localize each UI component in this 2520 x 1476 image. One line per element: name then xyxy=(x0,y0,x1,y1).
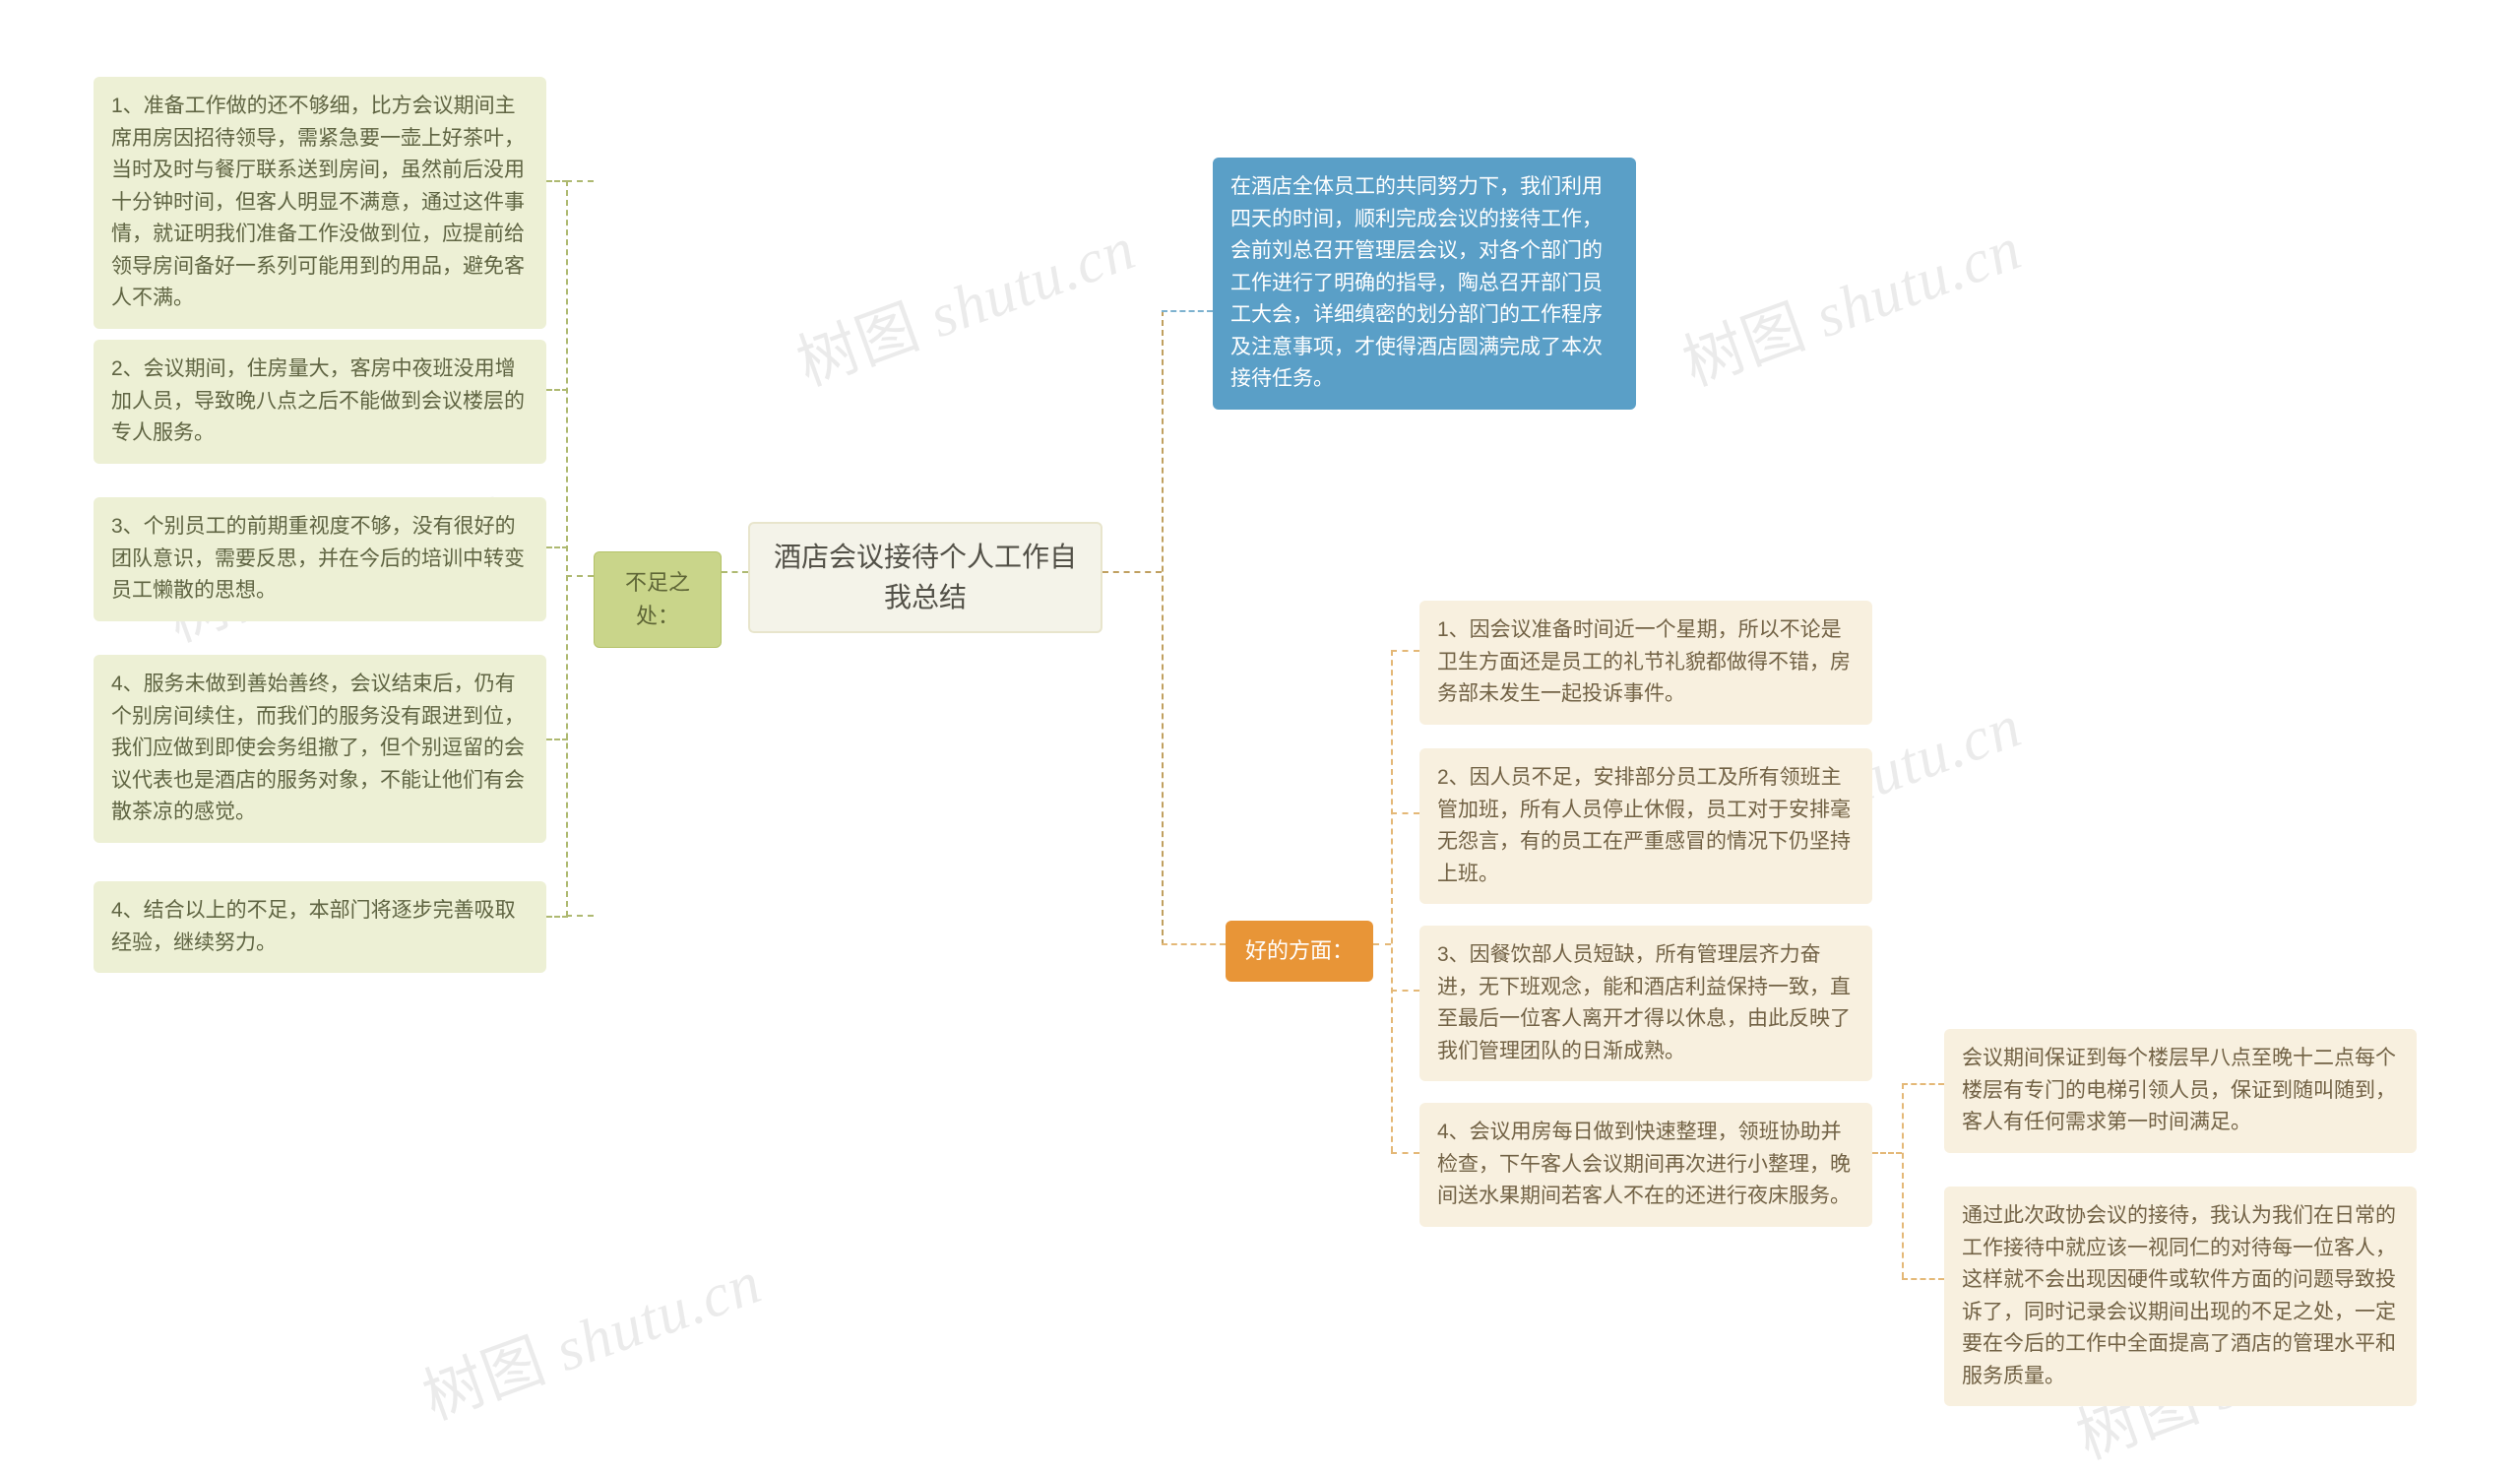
right-item-3-text: 3、因餐饮部人员短缺，所有管理层齐力奋进，无下班观念，能和酒店利益保持一致，直至… xyxy=(1437,943,1851,1062)
left-item-2: 2、会议期间，住房量大，客房中夜班没用增加人员，导致晚八点之后不能做到会议楼层的… xyxy=(94,340,546,464)
right-item-4-text: 4、会议用房每日做到快速整理，领班协助并检查，下午客人会议期间再次进行小整理，晚… xyxy=(1437,1121,1851,1207)
left-cat-label: 不足之处： xyxy=(625,570,690,628)
left-item-2-text: 2、会议期间，住房量大，客房中夜班没用增加人员，导致晚八点之后不能做到会议楼层的… xyxy=(111,357,525,444)
connector xyxy=(566,575,594,577)
connector xyxy=(1902,1083,1904,1278)
connector xyxy=(1391,1152,1419,1154)
connector xyxy=(546,738,568,740)
watermark: 树图 shutu.cn xyxy=(783,198,1145,402)
intro-node: 在酒店全体员工的共同努力下，我们利用四天的时间，顺利完成会议的接待工作，会前刘总… xyxy=(1213,158,1636,410)
right-sub-2: 通过此次政协会议的接待，我认为我们在日常的工作接待中就应该一视同仁的对待每一位客… xyxy=(1944,1187,2417,1406)
center-node: 酒店会议接待个人工作自 我总结 xyxy=(748,522,1102,633)
left-item-1: 1、准备工作做的还不够细，比方会议期间主席用房因招待领导，需紧急要一壶上好茶叶，… xyxy=(94,77,546,329)
left-item-5: 4、结合以上的不足，本部门将逐步完善吸取经验，继续努力。 xyxy=(94,881,546,973)
right-item-1-text: 1、因会议准备时间近一个星期，所以不论是卫生方面还是员工的礼节礼貌都做得不错，房… xyxy=(1437,618,1851,705)
right-sub-1: 会议期间保证到每个楼层早八点至晚十二点每个楼层有专门的电梯引领人员，保证到随叫随… xyxy=(1944,1029,2417,1153)
connector xyxy=(1391,990,1419,992)
connector xyxy=(1162,310,1164,945)
left-item-4: 4、服务未做到善始善终，会议结束后，仍有个别房间续住，而我们的服务没有跟进到位，… xyxy=(94,655,546,843)
left-item-5-text: 4、结合以上的不足，本部门将逐步完善吸取经验，继续努力。 xyxy=(111,899,516,954)
connector xyxy=(546,546,568,548)
watermark: 树图 shutu.cn xyxy=(409,1232,771,1436)
left-item-3-text: 3、个别员工的前期重视度不够，没有很好的团队意识，需要反思，并在今后的培训中转变… xyxy=(111,515,525,602)
connector xyxy=(1391,650,1419,652)
center-title-1: 酒店会议接待个人工作自 xyxy=(774,542,1077,572)
connector xyxy=(722,571,748,573)
right-item-3: 3、因餐饮部人员短缺，所有管理层齐力奋进，无下班观念，能和酒店利益保持一致，直至… xyxy=(1419,926,1872,1081)
left-item-4-text: 4、服务未做到善始善终，会议结束后，仍有个别房间续住，而我们的服务没有跟进到位，… xyxy=(111,673,525,823)
connector xyxy=(1902,1083,1944,1085)
connector xyxy=(1102,571,1162,573)
connector xyxy=(1872,1152,1902,1154)
connector xyxy=(546,389,568,391)
connector xyxy=(1162,943,1226,945)
connector xyxy=(1162,310,1213,312)
connector xyxy=(546,916,568,918)
left-item-1-text: 1、准备工作做的还不够细，比方会议期间主席用房因招待领导，需紧急要一壶上好茶叶，… xyxy=(111,95,525,309)
watermark: 树图 shutu.cn xyxy=(1669,198,2031,402)
left-category: 不足之处： xyxy=(594,551,722,648)
connector xyxy=(1902,1278,1944,1280)
left-item-3: 3、个别员工的前期重视度不够，没有很好的团队意识，需要反思，并在今后的培训中转变… xyxy=(94,497,546,621)
right-item-4: 4、会议用房每日做到快速整理，领班协助并检查，下午客人会议期间再次进行小整理，晚… xyxy=(1419,1103,1872,1227)
center-title-2: 我总结 xyxy=(884,582,967,612)
intro-text: 在酒店全体员工的共同努力下，我们利用四天的时间，顺利完成会议的接待工作，会前刘总… xyxy=(1230,175,1603,390)
right-category: 好的方面： xyxy=(1226,921,1373,982)
connector xyxy=(1391,650,1393,1152)
right-item-2-text: 2、因人员不足，安排部分员工及所有领班主管加班，所有人员停止休假，员工对于安排毫… xyxy=(1437,766,1851,885)
connector xyxy=(1373,943,1391,945)
right-item-2: 2、因人员不足，安排部分员工及所有领班主管加班，所有人员停止休假，员工对于安排毫… xyxy=(1419,748,1872,904)
connector xyxy=(1391,812,1419,814)
connector xyxy=(546,180,568,182)
right-cat-label: 好的方面： xyxy=(1245,938,1354,963)
right-sub-1-text: 会议期间保证到每个楼层早八点至晚十二点每个楼层有专门的电梯引领人员，保证到随叫随… xyxy=(1962,1047,2396,1133)
right-item-1: 1、因会议准备时间近一个星期，所以不论是卫生方面还是员工的礼节礼貌都做得不错，房… xyxy=(1419,601,1872,725)
right-sub-2-text: 通过此次政协会议的接待，我认为我们在日常的工作接待中就应该一视同仁的对待每一位客… xyxy=(1962,1204,2396,1387)
connector xyxy=(566,180,594,917)
